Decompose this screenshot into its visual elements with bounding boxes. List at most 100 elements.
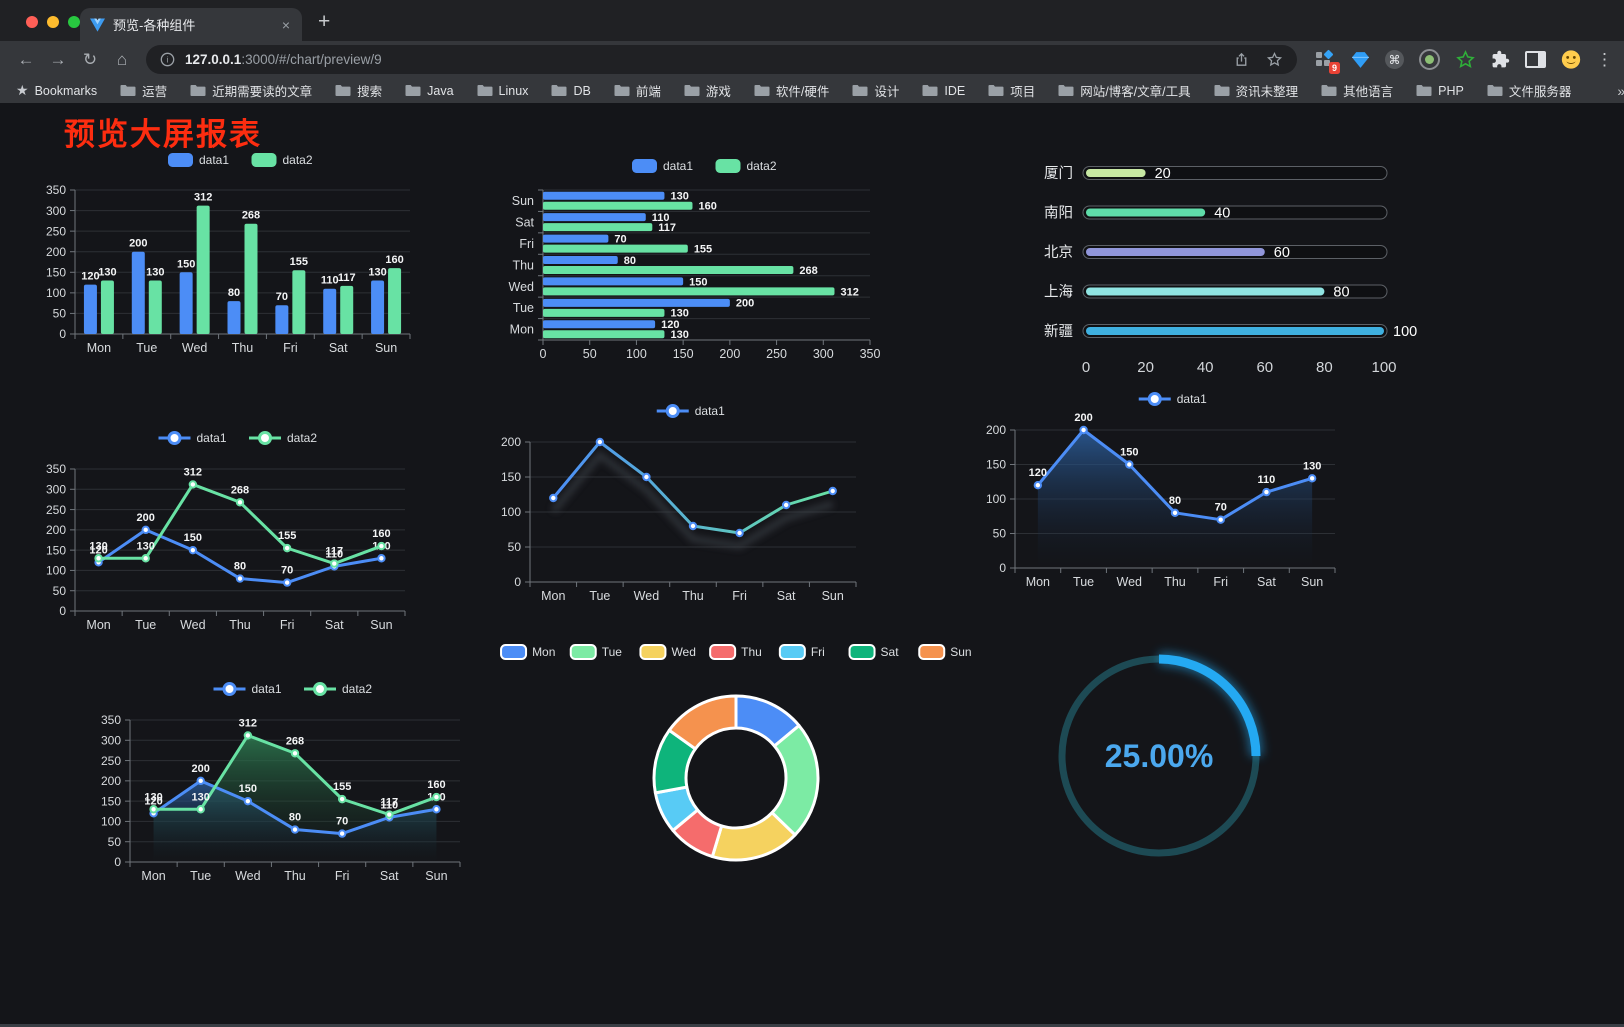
- legend-item-Fri[interactable]: Fri: [778, 644, 825, 660]
- area-fill-data1: [1037, 430, 1313, 568]
- bar-value-label: 120: [81, 271, 99, 283]
- bar-data2-Mon: [100, 280, 114, 334]
- legend-label: Wed: [671, 645, 695, 659]
- new-tab-button[interactable]: +: [318, 10, 331, 33]
- bookmark-folder-12[interactable]: 项目: [988, 81, 1035, 100]
- legend-item-data1[interactable]: data1: [158, 431, 227, 445]
- address-bar[interactable]: i 127.0.0.1:3000/#/chart/preview/9: [146, 45, 1297, 74]
- legend-item-data1[interactable]: data1: [168, 153, 229, 167]
- bookmark-folder-7[interactable]: 前端: [614, 81, 661, 100]
- share-icon[interactable]: [1233, 51, 1250, 68]
- bookmark-folder-label: 前端: [635, 85, 661, 99]
- point-value-label: 117: [325, 546, 343, 558]
- legend-item-data1[interactable]: data1: [213, 682, 282, 696]
- legend-item-Mon[interactable]: Mon: [500, 644, 555, 660]
- folder-icon: [754, 85, 770, 96]
- legend-label: Thu: [741, 645, 762, 659]
- browser-tab[interactable]: 预览-各种组件 ×: [80, 8, 302, 41]
- bookmarks-overflow-chevron[interactable]: »: [1617, 83, 1624, 99]
- hbar-data2-Tue: [543, 308, 665, 317]
- bookmark-folder-6[interactable]: DB: [551, 81, 591, 100]
- x-axis-tick: Tue: [136, 341, 157, 355]
- bookmark-folder-3[interactable]: 搜索: [335, 81, 382, 100]
- point-value-label: 130: [1303, 460, 1321, 472]
- progress-row-label: 北京: [1044, 244, 1073, 261]
- bookmark-folder-9[interactable]: 软件/硬件: [754, 81, 829, 100]
- tab-grid-extension-icon[interactable]: 9: [1315, 49, 1340, 74]
- x-axis-tick: 300: [813, 347, 834, 361]
- forward-icon[interactable]: →: [49, 49, 67, 69]
- legend-item-data1[interactable]: data1: [632, 159, 693, 173]
- point-value-label: 312: [239, 717, 257, 729]
- green-star-extension-icon[interactable]: [1455, 50, 1475, 70]
- legend-item-data1[interactable]: data1: [656, 404, 725, 418]
- extensions-puzzle-icon[interactable]: [1490, 50, 1510, 70]
- site-info-icon[interactable]: i: [160, 52, 175, 67]
- legend-item-Sun[interactable]: Sun: [918, 644, 972, 660]
- bookmark-folder-15[interactable]: 其他语言: [1321, 81, 1393, 100]
- y-axis-tick: 150: [986, 458, 1006, 472]
- progress-fill-新疆: [1086, 327, 1384, 335]
- x-axis-tick: Sat: [380, 869, 399, 883]
- legend-item-Sat[interactable]: Sat: [848, 644, 900, 660]
- bookmark-star-icon[interactable]: [1266, 51, 1283, 68]
- home-icon[interactable]: ⌂: [116, 49, 128, 69]
- legend-item-data2[interactable]: data2: [304, 682, 372, 696]
- bookmark-folder-17[interactable]: 文件服务器: [1487, 81, 1571, 100]
- legend-label: data1: [695, 404, 725, 418]
- legend-item-data2[interactable]: data2: [249, 431, 317, 445]
- bookmarks-manager-item[interactable]: ★ Bookmarks: [16, 82, 97, 99]
- legend-item-data2[interactable]: data2: [251, 153, 313, 167]
- bookmark-folder-14[interactable]: 资讯未整理: [1214, 81, 1298, 100]
- side-panel-icon[interactable]: [1525, 51, 1546, 68]
- bookmark-folder-16[interactable]: PHP: [1416, 81, 1464, 100]
- bar-value-label: 130: [98, 267, 116, 279]
- y-axis-tick: 50: [993, 527, 1007, 541]
- circular-progress-gauge-svg: 25.00%: [1058, 652, 1263, 857]
- tab-close-icon[interactable]: ×: [281, 16, 290, 33]
- gem-extension-icon[interactable]: [1350, 50, 1370, 70]
- reload-icon[interactable]: ↻: [82, 49, 98, 69]
- x-axis-tick: Thu: [229, 618, 251, 632]
- recorder-extension-icon[interactable]: [1419, 49, 1440, 70]
- data-point: [377, 541, 386, 551]
- folder-icon: [335, 85, 351, 96]
- point-value-label: 130: [137, 540, 155, 552]
- bookmark-folder-4[interactable]: Java: [405, 81, 454, 100]
- profile-avatar[interactable]: [1561, 50, 1581, 70]
- x-axis-tick: Fri: [280, 618, 295, 632]
- menu-kebab-icon[interactable]: ⋮: [1596, 49, 1613, 69]
- data-point: [595, 437, 605, 447]
- data-point: [1170, 508, 1180, 518]
- legend-item-Wed[interactable]: Wed: [639, 644, 696, 660]
- legend-item-data1[interactable]: data1: [1138, 392, 1207, 406]
- bookmark-folder-5[interactable]: Linux: [477, 81, 528, 100]
- folder-icon: [922, 85, 938, 96]
- bookmark-folder-11[interactable]: IDE: [922, 81, 965, 100]
- bookmark-folder-10[interactable]: 设计: [852, 81, 899, 100]
- bar-data1-Thu: [227, 301, 241, 334]
- back-icon[interactable]: ←: [17, 49, 35, 69]
- data-point: [1033, 481, 1043, 490]
- fullscreen-window-button[interactable]: [68, 16, 80, 28]
- y-axis-tick: 200: [46, 523, 66, 537]
- point-value-label: 130: [144, 791, 162, 803]
- legend-item-Thu[interactable]: Thu: [709, 644, 762, 660]
- tab-title: 预览-各种组件: [113, 18, 196, 33]
- command-extension-icon[interactable]: ⌘: [1385, 50, 1404, 69]
- x-axis-tick: Thu: [1164, 575, 1186, 589]
- legend-item-data2[interactable]: data2: [715, 159, 777, 173]
- bookmark-folder-13[interactable]: 网站/博客/文章/工具: [1058, 81, 1191, 100]
- browser-toolbar: ← → ↻ ⌂ i 127.0.0.1:3000/#/chart/preview…: [0, 41, 1624, 78]
- data-point: [1307, 474, 1317, 483]
- minimize-window-button[interactable]: [47, 16, 59, 28]
- bar-value-label: 130: [146, 267, 164, 279]
- close-window-button[interactable]: [26, 16, 38, 28]
- bar-value-label: 268: [799, 265, 817, 277]
- y-axis-tick: 250: [46, 224, 66, 238]
- bar-value-label: 150: [177, 258, 195, 270]
- bookmark-folder-2[interactable]: 近期需要读的文章: [190, 81, 312, 100]
- legend-item-Tue[interactable]: Tue: [569, 644, 623, 660]
- bookmark-folder-1[interactable]: 运营: [120, 81, 167, 100]
- bookmark-folder-8[interactable]: 游戏: [684, 81, 731, 100]
